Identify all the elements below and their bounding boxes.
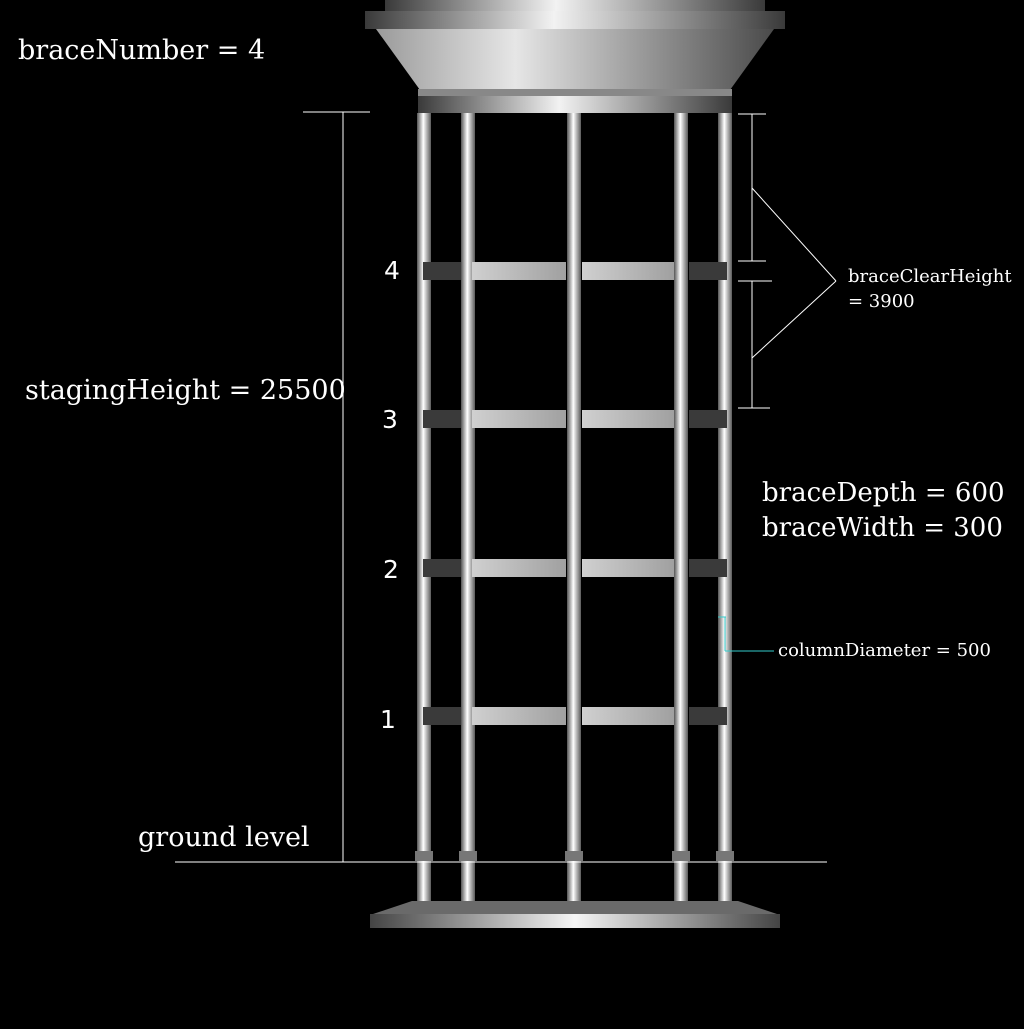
tank-rim <box>365 11 785 29</box>
brace-clear-height-dimension <box>738 113 837 409</box>
brace-level-1 <box>423 707 727 725</box>
brace-clear-height-label: braceClearHeight <box>848 266 1012 287</box>
brace-level-label: 1 <box>380 705 396 734</box>
brace-depth-label: braceDepth = 600 <box>762 478 1005 508</box>
brace-number-label: braceNumber = 4 <box>18 35 266 66</box>
brace-width-label: braceWidth = 300 <box>762 513 1003 543</box>
braces <box>423 262 727 725</box>
ring-beam-top <box>418 89 732 96</box>
column-diameter-label: columnDiameter = 500 <box>778 640 991 661</box>
base-slope <box>370 901 780 915</box>
tank-cylinder <box>385 0 765 12</box>
column <box>417 113 431 901</box>
staging-height-dimension <box>303 111 370 862</box>
base-plate <box>370 914 780 928</box>
ground-level-label: ground level <box>138 822 310 853</box>
brace-level-label: 4 <box>384 256 400 285</box>
ring-beam <box>418 96 732 113</box>
column <box>674 113 688 901</box>
tank-cone <box>376 29 774 90</box>
column-footings <box>415 851 734 861</box>
brace-clear-height-value: = 3900 <box>848 291 915 312</box>
column <box>461 113 475 901</box>
staging-height-label: stagingHeight = 25500 <box>25 375 346 406</box>
brace-level-2 <box>423 559 727 577</box>
brace-level-4 <box>423 262 727 280</box>
column-diameter-leader <box>718 616 774 652</box>
brace-level-label: 2 <box>383 555 399 584</box>
column <box>718 113 732 901</box>
brace-level-label: 3 <box>382 405 398 434</box>
brace-level-3 <box>423 410 727 428</box>
column <box>567 113 581 901</box>
columns <box>417 113 732 901</box>
